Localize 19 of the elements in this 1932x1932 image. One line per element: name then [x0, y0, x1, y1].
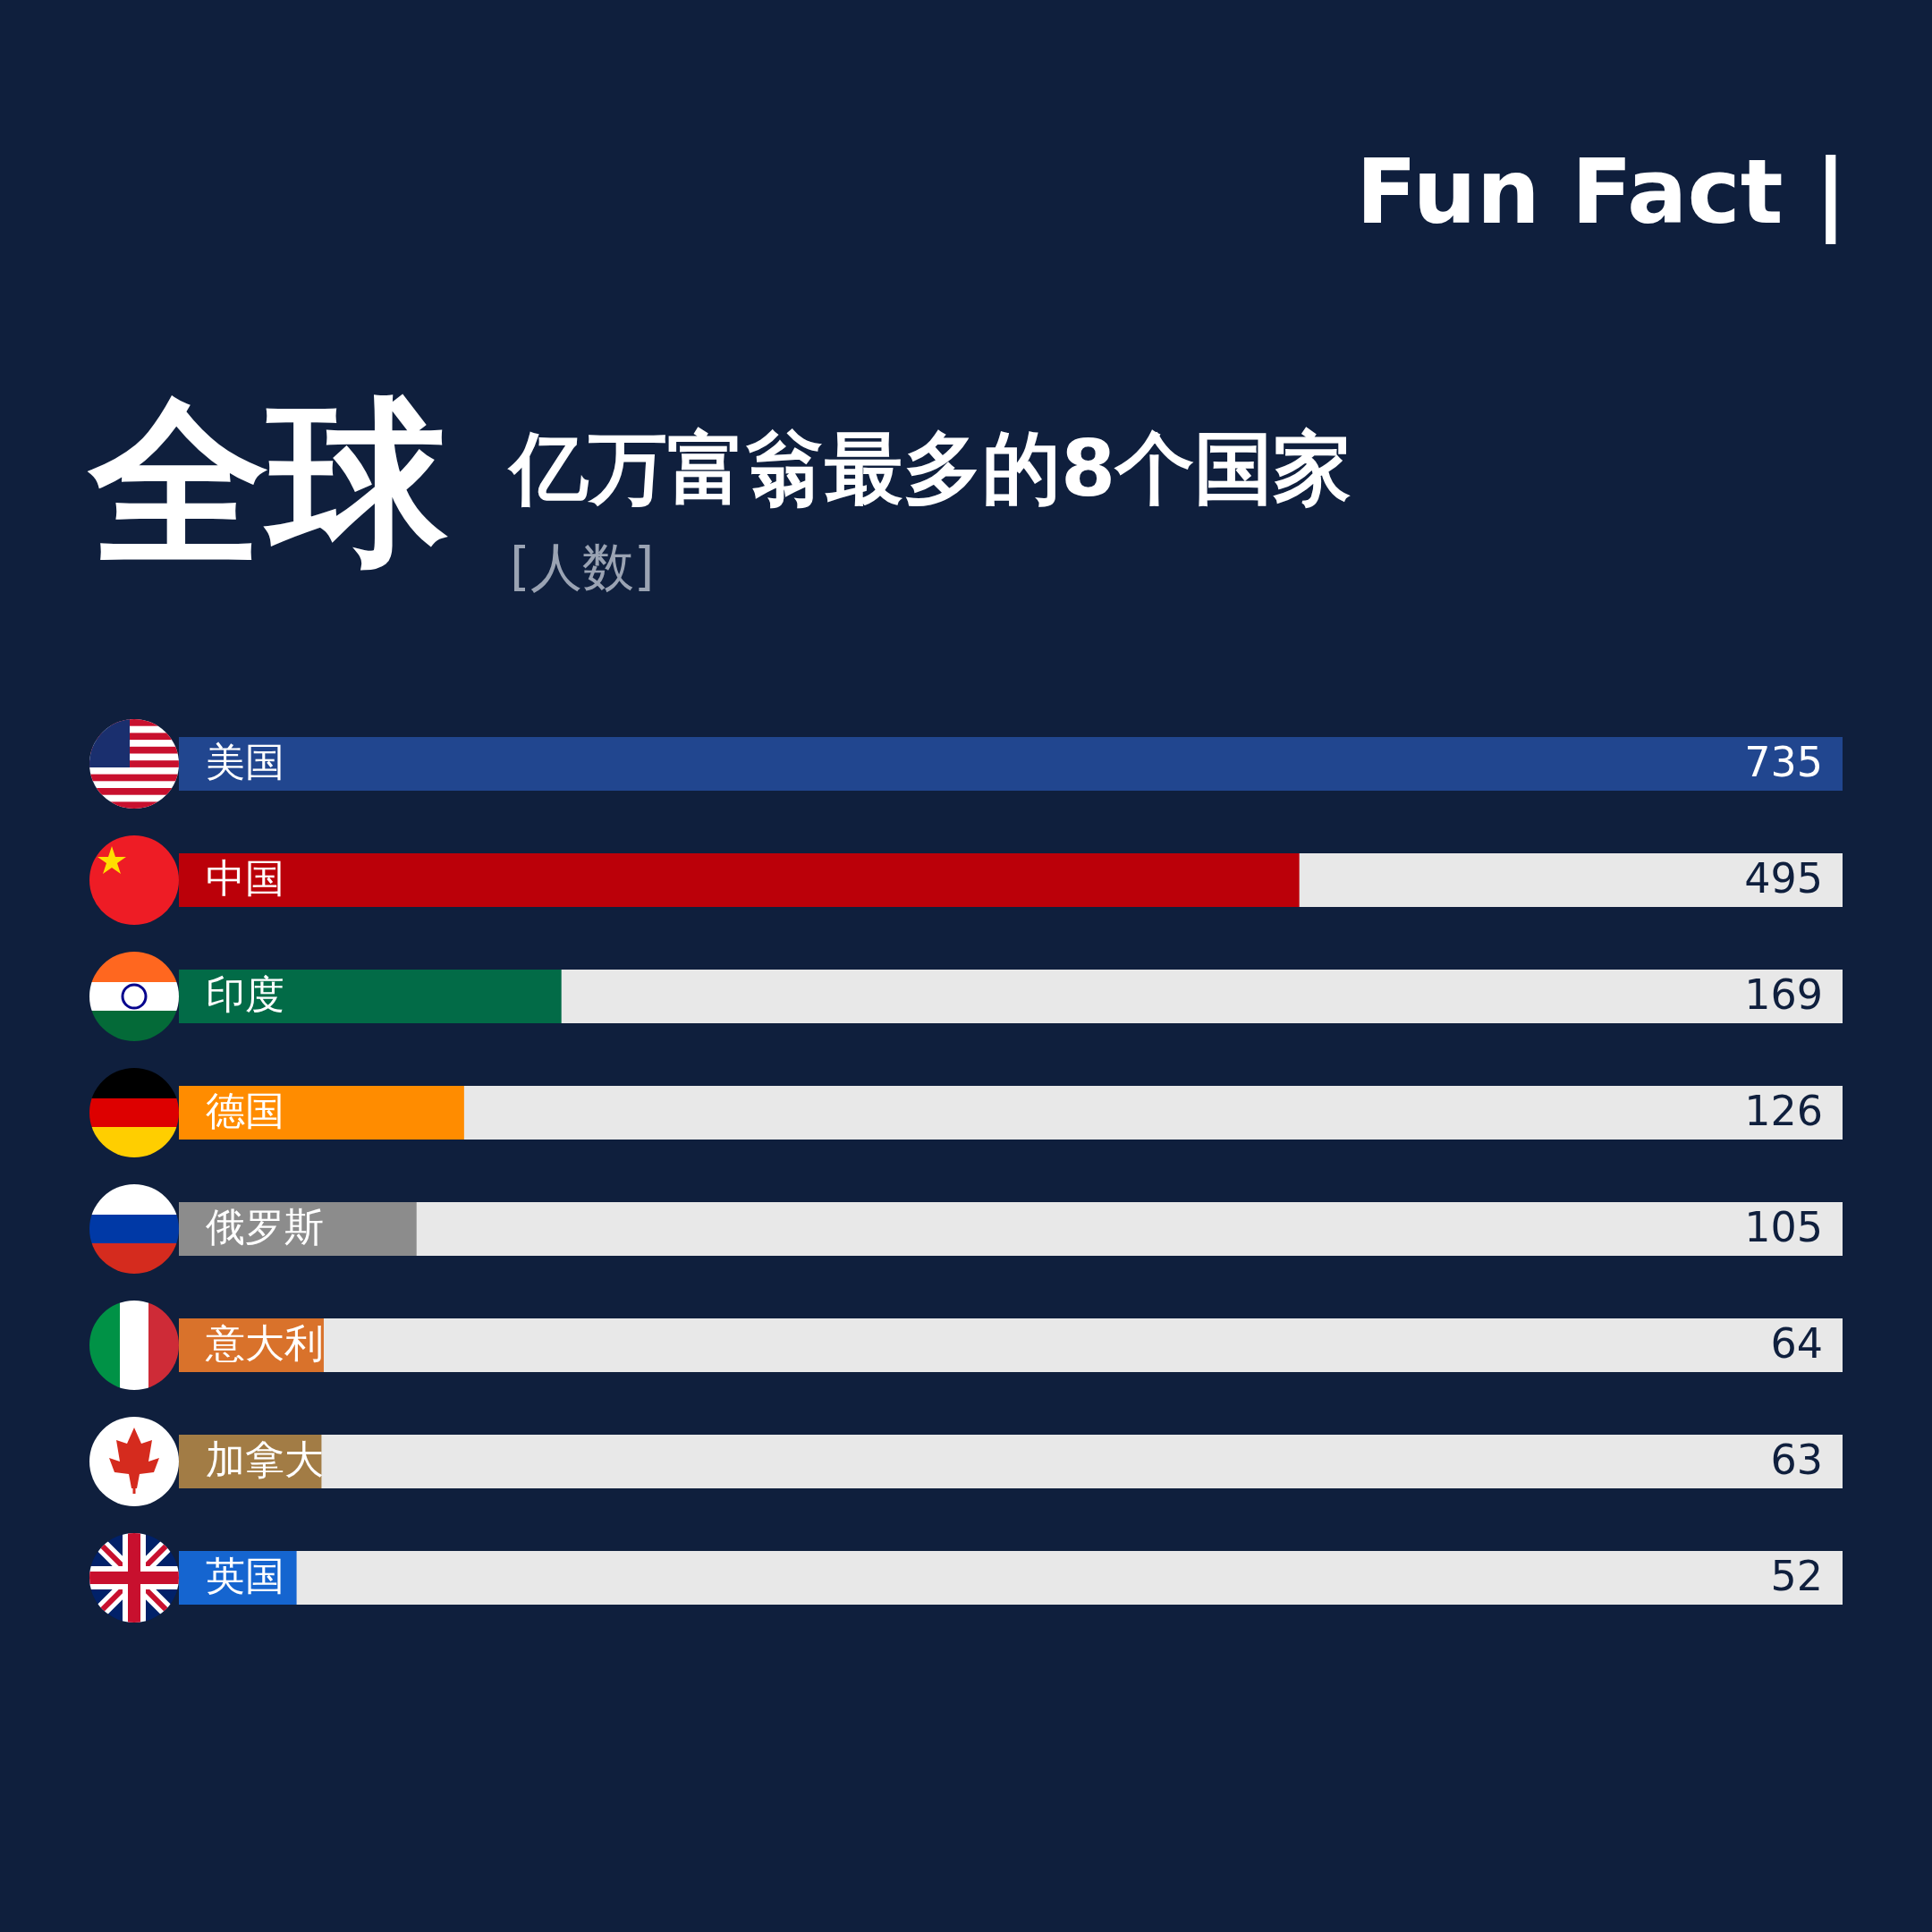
data-label: 63: [1770, 1436, 1823, 1484]
data-label: 735: [1744, 738, 1823, 786]
data-label: 64: [1770, 1319, 1823, 1368]
y-tick-label: 德国: [206, 1088, 284, 1133]
data-label: 52: [1770, 1552, 1823, 1600]
y-tick-label: 意大利: [205, 1320, 324, 1366]
data-label: 126: [1744, 1087, 1823, 1135]
y-tick-label: 美国: [206, 739, 284, 784]
y-tick-label: 印度: [206, 971, 284, 1017]
chart-title: 全球: [89, 378, 447, 587]
data-label: 169: [1744, 970, 1823, 1019]
data-label: 495: [1744, 854, 1823, 902]
y-tick-label: 英国: [206, 1553, 284, 1598]
text: [人数]: [510, 537, 655, 597]
data-label: 105: [1744, 1203, 1823, 1251]
text: Fun Fact |: [1356, 140, 1847, 244]
y-tick-label: 中国: [206, 855, 284, 901]
y-tick-label: 加拿大: [206, 1436, 324, 1482]
y-tick-label: 俄罗斯: [206, 1204, 324, 1250]
